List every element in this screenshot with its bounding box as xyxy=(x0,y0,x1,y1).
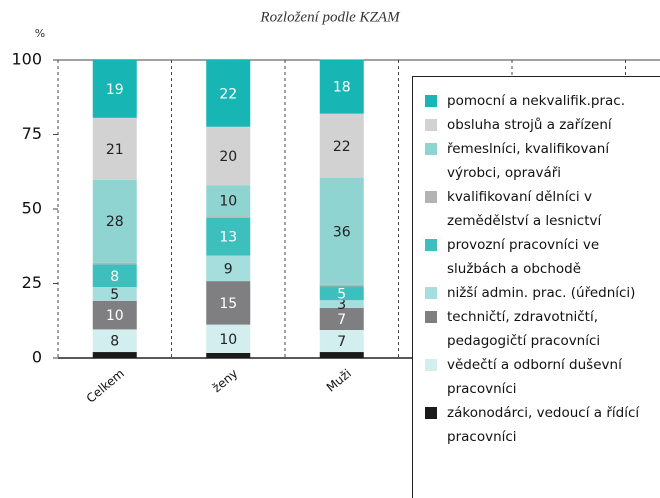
bar-segment xyxy=(206,126,251,186)
value-label: 3 xyxy=(337,297,346,313)
legend-swatch xyxy=(425,95,437,107)
value-label: 8 xyxy=(110,269,119,285)
legend-label: nižší admin. prac. (úředníci) xyxy=(447,285,636,301)
value-label: 21 xyxy=(106,142,124,158)
value-label: 10 xyxy=(106,308,124,324)
legend: pomocní a nekvalifik.prac. obsluha strojů… xyxy=(412,76,660,498)
bar-segment xyxy=(206,281,251,325)
legend-label: řemeslníci, kvalifikovaní výrobci, oprav… xyxy=(447,141,610,181)
value-label: 20 xyxy=(219,149,237,165)
x-tick-label: ženy xyxy=(210,366,241,395)
y-tick-label: 100 xyxy=(11,50,42,69)
legend-label: pomocní a nekvalifik.prac. xyxy=(447,93,625,109)
bar-segment xyxy=(319,178,364,285)
value-label: 8 xyxy=(110,334,119,350)
bar-segment xyxy=(92,287,137,301)
value-label: 36 xyxy=(333,224,351,240)
legend-item: kvalifikovaní dělníci v zemědělství a le… xyxy=(425,185,660,233)
bar-segment xyxy=(92,179,137,263)
legend-label: provozní pracovníci ve službách a obchod… xyxy=(447,237,600,277)
legend-swatch xyxy=(425,143,437,155)
legend-swatch xyxy=(425,287,437,299)
legend-item: řemeslníci, kvalifikovaní výrobci, oprav… xyxy=(425,137,660,185)
bar-segment xyxy=(92,264,137,288)
bar-segment xyxy=(319,284,364,287)
legend-item: zákonodárci, vedoucí a řídící pracovníci xyxy=(425,401,660,449)
x-tick-label: Celkem xyxy=(84,366,127,405)
y-tick-label: 0 xyxy=(32,348,42,367)
legend-label: vědečtí a odborní duševní pracovníci xyxy=(447,357,622,397)
bar-segment xyxy=(319,307,364,330)
chart-title: Rozložení podle KZAM xyxy=(259,9,401,25)
bar-segment xyxy=(319,352,364,358)
bar-segment xyxy=(319,300,364,308)
bar-segment xyxy=(206,217,251,256)
y-tick-label: 50 xyxy=(22,199,42,218)
value-label: 28 xyxy=(106,214,124,230)
value-label: 13 xyxy=(219,230,237,246)
bar-segment xyxy=(92,329,137,353)
bar-segment xyxy=(319,113,364,179)
legend-label: kvalifikovaní dělníci v zemědělství a le… xyxy=(447,189,602,229)
value-label: 22 xyxy=(333,139,351,155)
x-tick-label: Muži xyxy=(324,366,354,394)
legend-item: obsluha strojů a zařízení xyxy=(425,113,660,137)
bar-segment xyxy=(206,60,251,127)
y-tick-label: 75 xyxy=(22,124,42,143)
bar-segment xyxy=(92,117,137,180)
value-label: 9 xyxy=(224,261,233,277)
bar-segment xyxy=(206,216,251,218)
legend-swatch xyxy=(425,311,437,323)
legend-swatch xyxy=(425,359,437,371)
bar-segment xyxy=(319,329,364,353)
bar-segment xyxy=(92,262,137,265)
bar-segment xyxy=(92,60,137,118)
legend-label: techničtí, zdravotničtí, pedagogičtí pra… xyxy=(447,309,601,349)
bar-segment xyxy=(206,324,251,353)
value-label: 10 xyxy=(219,332,237,348)
value-label: 5 xyxy=(337,286,346,302)
value-label: 15 xyxy=(219,296,237,312)
value-label: 7 xyxy=(337,312,346,328)
legend-item: vědečtí a odborní duševní pracovníci xyxy=(425,353,660,401)
bar-segment xyxy=(319,286,364,301)
value-label: 7 xyxy=(337,334,346,350)
bar-segment xyxy=(319,59,364,114)
legend-swatch xyxy=(425,191,437,203)
legend-label: obsluha strojů a zařízení xyxy=(447,117,612,133)
legend-label: zákonodárci, vedoucí a řídící pracovníci xyxy=(447,405,640,445)
y-tick-label: 25 xyxy=(22,273,42,292)
legend-item: provozní pracovníci ve službách a obchod… xyxy=(425,233,660,281)
legend-swatch xyxy=(425,239,437,251)
legend-item: pomocní a nekvalifik.prac. xyxy=(425,89,660,113)
legend-swatch xyxy=(425,119,437,131)
value-label: 10 xyxy=(219,194,237,210)
bar-segment xyxy=(206,255,251,282)
bar-segment xyxy=(92,352,137,358)
value-label: 22 xyxy=(219,86,237,102)
bar-segment xyxy=(206,352,251,358)
value-label: 5 xyxy=(110,287,119,303)
bar-segment xyxy=(206,185,251,217)
y-unit: % xyxy=(35,27,45,40)
legend-swatch xyxy=(425,407,437,419)
legend-item: techničtí, zdravotničtí, pedagogičtí pra… xyxy=(425,305,660,353)
value-label: 18 xyxy=(333,80,351,96)
bar-segment xyxy=(92,300,137,330)
legend-item: nižší admin. prac. (úředníci) xyxy=(425,281,660,305)
value-label: 19 xyxy=(106,82,124,98)
